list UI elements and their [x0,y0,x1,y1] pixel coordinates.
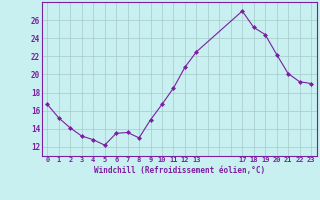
X-axis label: Windchill (Refroidissement éolien,°C): Windchill (Refroidissement éolien,°C) [94,166,265,175]
